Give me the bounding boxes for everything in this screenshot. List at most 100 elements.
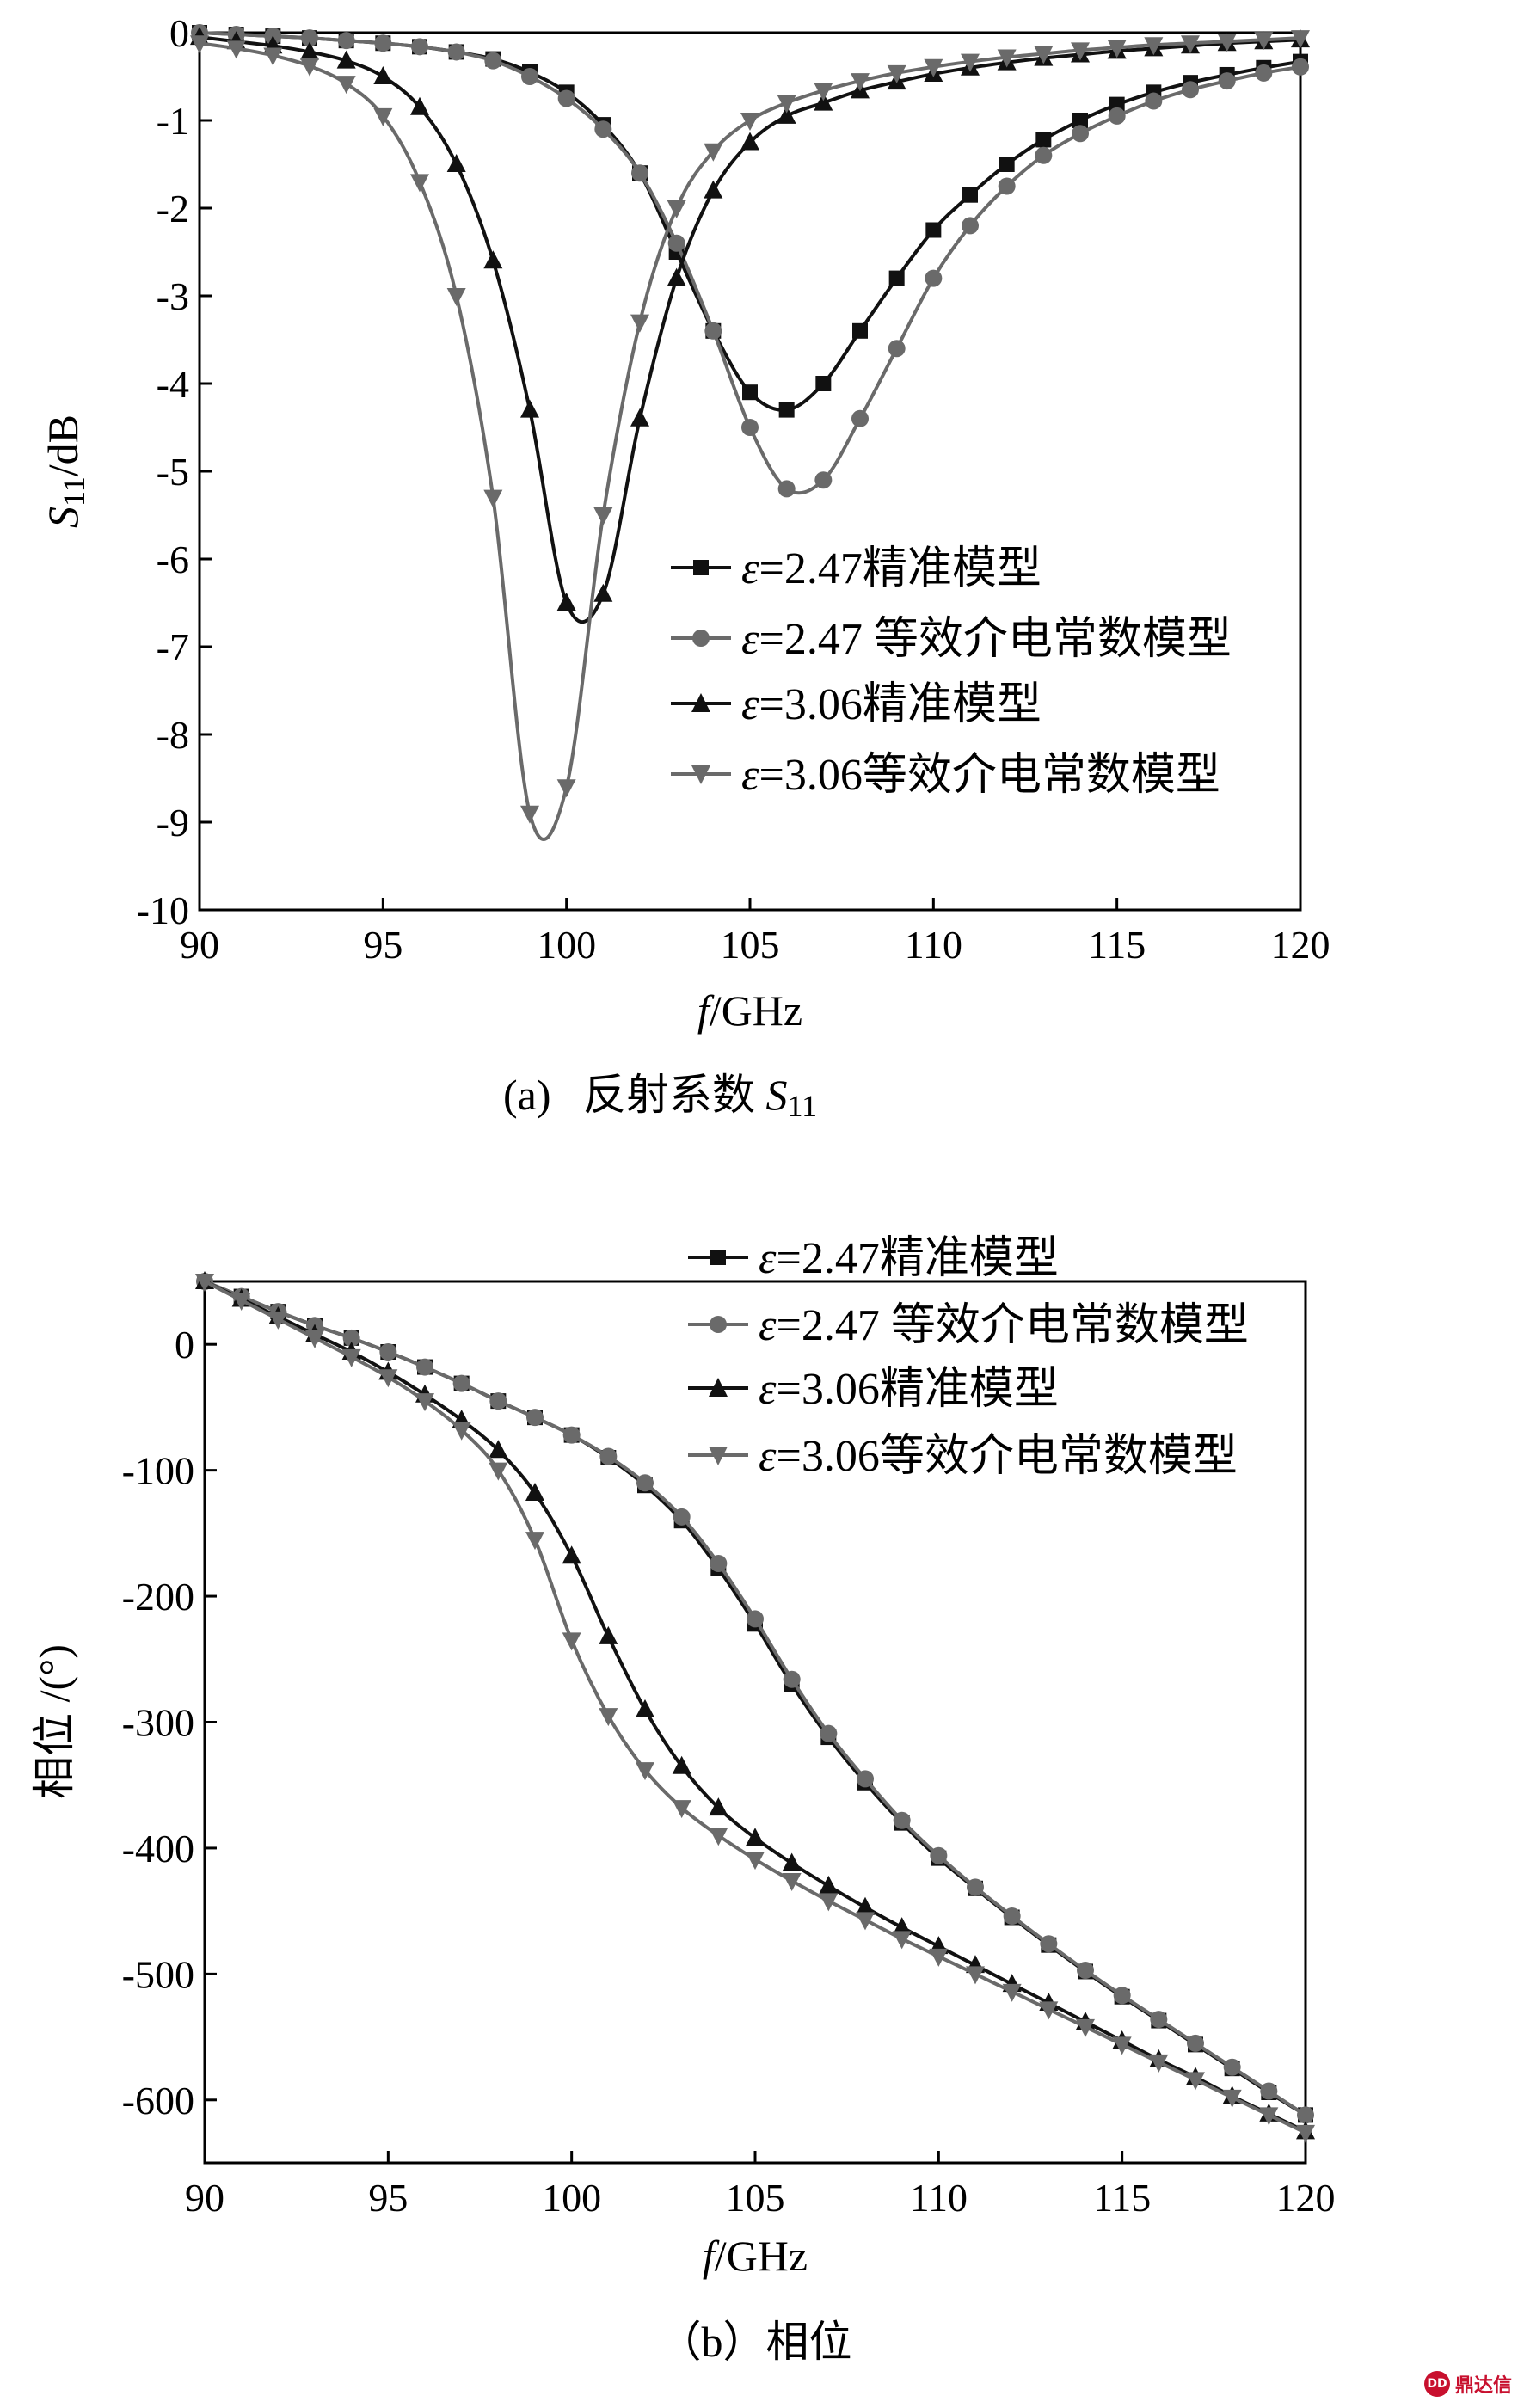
legend-entry: ε=2.47 等效介电常数模型: [688, 1301, 1249, 1350]
data-point: [1112, 2036, 1132, 2055]
series: [191, 24, 1309, 498]
data-point: [814, 471, 833, 489]
data-point: [1297, 2106, 1314, 2124]
ylabel-unit: /dB: [39, 415, 87, 476]
data-point: [1187, 2034, 1204, 2052]
legend-entry: ε=3.06等效介电常数模型: [671, 751, 1220, 800]
data-point: [599, 1625, 618, 1644]
data-point: [1259, 2107, 1279, 2126]
data-point: [667, 200, 686, 218]
y-tick-label: -300: [122, 1701, 194, 1745]
x-tick-label: 95: [368, 2176, 408, 2220]
data-point: [1034, 46, 1054, 64]
data-point: [930, 1846, 948, 1864]
data-point: [704, 180, 723, 199]
data-point: [851, 409, 869, 427]
data-point: [966, 1966, 985, 1985]
data-point: [1260, 2082, 1278, 2100]
data-point: [782, 1873, 802, 1891]
svg-text:ε=2.47 等效介电常数模型: ε=2.47 等效介电常数模型: [741, 615, 1232, 664]
data-point: [1107, 40, 1127, 58]
data-point: [557, 89, 575, 108]
data-point: [815, 376, 832, 391]
y-tick-label: -3: [157, 274, 189, 318]
data-point: [778, 402, 795, 418]
x-tick-label: 105: [721, 923, 780, 967]
data-point: [636, 1762, 654, 1781]
data-point: [446, 288, 466, 306]
data-point: [929, 1948, 949, 1967]
data-point: [416, 1358, 433, 1376]
y-tick-label: -7: [157, 625, 189, 669]
svg-text:ε=2.47 等效介电常数模型: ε=2.47 等效介电常数模型: [759, 1301, 1249, 1350]
data-point: [967, 1878, 984, 1896]
legend-label: =2.47 等效介电常数模型: [759, 615, 1232, 664]
x-tick-label: 115: [1088, 923, 1146, 967]
data-point: [521, 68, 538, 85]
data-point: [410, 96, 429, 115]
data-point: [1291, 30, 1310, 49]
data-point: [710, 1555, 728, 1572]
data-point: [562, 1632, 581, 1651]
y-tick-label: -100: [122, 1449, 194, 1493]
watermark-text: 鼎达信: [1454, 2375, 1512, 2397]
x-tick-label: 115: [1093, 2176, 1151, 2220]
data-point: [893, 1811, 911, 1829]
data-point: [599, 1708, 618, 1727]
data-point: [856, 1912, 875, 1931]
data-point: [378, 1369, 398, 1388]
x-tick-label: 90: [180, 923, 219, 967]
y-axis-label: 相位 /(°): [30, 1644, 78, 1799]
data-point: [962, 187, 978, 203]
data-point: [819, 1875, 839, 1894]
data-point: [925, 222, 942, 238]
data-point: [300, 41, 319, 60]
data-point: [962, 217, 979, 235]
caption-symbol: S: [766, 1071, 788, 1119]
data-point: [373, 66, 393, 84]
series: [195, 1271, 1315, 2140]
y-tick-label: -8: [157, 713, 189, 757]
svg-text:ε=2.47精准模型: ε=2.47精准模型: [759, 1234, 1059, 1283]
legend-entry: ε=3.06精准模型: [671, 680, 1042, 729]
watermark-logo-icon: DD: [1423, 2371, 1450, 2397]
watermark: DD 鼎达信: [1423, 2370, 1512, 2398]
data-point: [892, 1931, 912, 1950]
data-point: [672, 1755, 691, 1774]
x-axis-label: f/GHz: [703, 2232, 808, 2280]
legend-marker-triangle-up: [691, 693, 710, 712]
data-point: [851, 73, 870, 92]
y-tick-label: -6: [157, 538, 189, 581]
data-point: [1150, 2011, 1168, 2029]
axis-ticks: 90 95 100 105 110 115 120 0 -100 -200 -300 -400 -500…: [122, 1323, 1336, 2220]
data-point: [556, 593, 576, 611]
y-tick-label: 0: [175, 1323, 194, 1367]
data-point: [336, 76, 356, 95]
data-point: [672, 1800, 691, 1819]
legend-entry: ε=2.47 等效介电常数模型: [671, 615, 1232, 664]
x-tick-label: 100: [542, 2176, 601, 2220]
data-point: [336, 50, 356, 69]
data-point: [783, 1670, 801, 1688]
x-tick-label: 105: [726, 2176, 785, 2220]
data-point: [525, 1532, 544, 1551]
data-point: [746, 1828, 765, 1846]
legend-marker-triangle-up: [709, 1378, 728, 1397]
x-tick-label: 90: [185, 2176, 224, 2220]
x-tick-label: 120: [1271, 923, 1330, 967]
data-point: [887, 64, 906, 83]
data-point: [374, 34, 392, 52]
data-point: [1035, 132, 1052, 148]
data-point: [888, 270, 905, 286]
series-line: [204, 1280, 1306, 2134]
series-line: [199, 35, 1301, 624]
data-point: [447, 43, 465, 61]
legend-label: =3.06等效介电常数模型: [777, 1432, 1238, 1481]
data-point: [631, 164, 648, 182]
x-tick-label: 110: [905, 923, 962, 967]
plot-frame: [203, 1280, 1307, 2165]
y-tick-label: -1: [157, 99, 189, 143]
x-tick-label: 95: [363, 923, 403, 967]
data-point: [593, 507, 613, 525]
